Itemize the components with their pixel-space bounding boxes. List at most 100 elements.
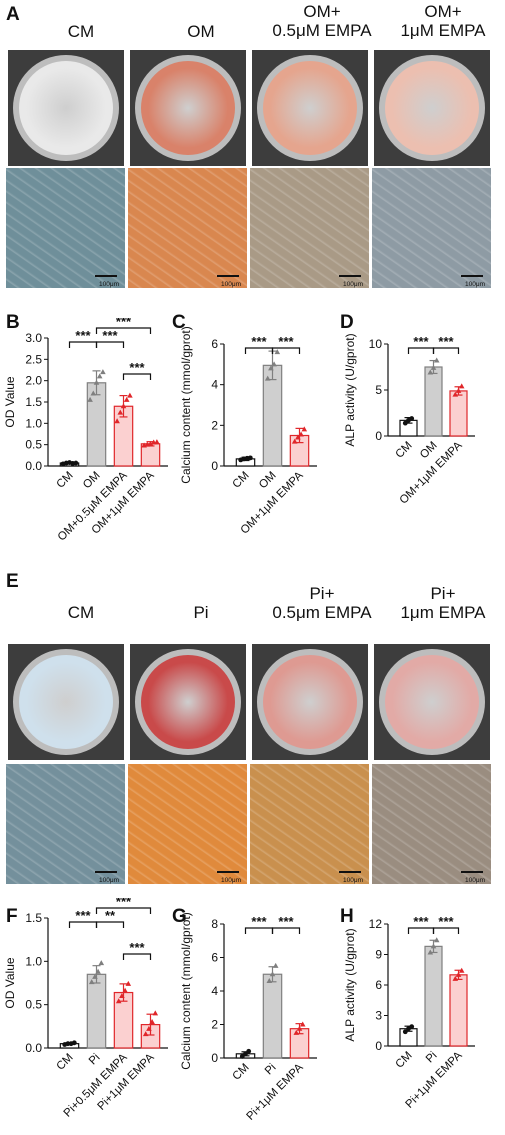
y-tick-label: 1.0 [25,416,42,430]
panel-label-b: B [6,312,20,333]
significance-label: *** [75,908,91,923]
culture-dish-photo [130,644,246,760]
significance-label: *** [75,328,91,343]
x-category-label: CM [230,470,251,491]
y-tick-label: 2.5 [25,352,42,366]
panel-a-header-om-05: OM+ 0.5μM EMPA [261,2,383,40]
header-line-2: 1μM EMPA [400,21,486,40]
significance-bracket [95,327,152,334]
panel-label-d: D [340,312,354,333]
y-tick-label: 0 [375,1039,382,1053]
data-point [274,349,281,355]
data-point [295,434,301,440]
panel-label-c: C [172,312,186,333]
data-point [71,1040,77,1046]
y-tick-label: 12 [369,917,383,931]
header-line-2: 0.5μm EMPA [272,603,372,622]
data-point [264,375,271,381]
culture-dish-photo [8,644,124,760]
data-point [119,993,125,998]
significance-bracket [95,907,152,914]
scale-bar-label: 100μm [220,281,241,288]
data-point [402,420,408,426]
data-point [409,1024,415,1030]
bar [86,973,107,1049]
y-tick-label: 4 [211,984,218,998]
x-category-label: Pi [87,1052,103,1068]
panel-a-header-om-1: OM+ 1μM EMPA [382,2,504,40]
y-tick-label: 0.5 [25,438,42,452]
significance-bracket [95,921,125,928]
y-tick-label: 0.0 [25,1041,42,1055]
panel-label-g: G [172,906,187,927]
culture-dish-photo [252,644,368,760]
data-point [271,361,277,367]
significance-label: *** [129,360,145,375]
data-point [147,440,154,446]
scale-bar-label: 100μm [342,281,363,288]
data-point [95,968,101,974]
data-point [142,1031,149,1037]
data-point [298,431,304,437]
data-point [458,967,465,973]
y-axis-label: ALP activity (U/gprot) [343,333,357,446]
scale-bar [217,871,239,873]
scale-bar [95,275,117,277]
y-tick-label: 0.0 [25,459,42,473]
panel-label-f: F [6,906,18,927]
panel-e-header-pi-05: Pi+ 0.5μm EMPA [261,584,383,622]
x-category-label: CM [393,440,414,461]
culture-dish-photo [374,644,490,760]
data-point [301,426,308,432]
data-point [430,364,437,370]
significance-bracket [271,927,301,934]
panel-a-header-om: OM [140,22,262,41]
data-point [452,975,459,981]
data-point [96,373,103,379]
y-tick-label: 2 [211,1018,218,1032]
header-line-1: OM+ [303,2,341,21]
significance-label: *** [251,334,267,349]
micrograph-photo: 100μm [6,168,125,288]
x-category-label: CM [393,1050,414,1071]
scale-bar [339,275,361,277]
significance-bracket [432,347,460,354]
data-point [125,980,132,986]
header-line-1: CM [67,22,95,41]
significance-bracket [271,347,301,354]
scale-bar [461,275,483,277]
y-tick-label: 5 [375,383,382,397]
significance-label: *** [413,914,429,929]
x-category-label: OM [81,470,103,492]
y-axis-label: OD Value [3,376,17,427]
significance-label: *** [278,914,294,929]
header-line-2: 0.5μM EMPA [272,21,372,40]
x-category-label: OM [418,440,440,462]
significance-label: *** [102,328,118,343]
scale-bar [95,871,117,873]
data-point [146,1025,152,1031]
y-tick-label: 0.5 [25,998,42,1012]
data-point [120,403,127,409]
data-point [433,357,440,363]
data-point [409,416,415,421]
micrograph-photo: 100μm [128,764,247,884]
scale-bar-label: 100μm [220,877,241,884]
y-tick-label: 1.5 [25,911,42,925]
bar [262,973,283,1059]
x-category-label: Pi [424,1050,440,1066]
significance-bracket [122,953,152,960]
data-point [427,949,434,955]
data-point [291,438,298,444]
culture-dish-photo [252,50,368,166]
data-point [272,962,279,968]
scale-bar [339,871,361,873]
significance-label: *** [413,334,429,349]
micrograph-photo: 100μm [250,764,369,884]
panel-label-e: E [6,571,19,592]
y-axis-label: Calcium content (mmol/gprot) [179,912,193,1069]
